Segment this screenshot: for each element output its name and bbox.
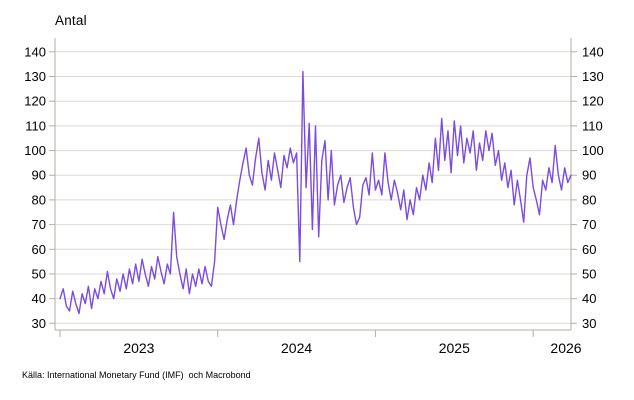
y-tick-label-right: 110	[582, 118, 603, 133]
x-tick-label: 2023	[123, 340, 154, 356]
x-tick-label: 2024	[281, 340, 312, 356]
x-tick-label: 2025	[439, 340, 470, 356]
x-tick-label: 2026	[550, 340, 581, 356]
chart-title: Antal	[55, 13, 87, 28]
y-tick-label-left: 70	[32, 217, 46, 232]
y-tick-label-right: 80	[582, 192, 596, 207]
y-tick-label-left: 50	[32, 267, 46, 282]
y-tick-label-left: 30	[32, 316, 46, 331]
y-tick-label-right: 130	[582, 69, 604, 84]
y-tick-label-left: 90	[32, 168, 46, 183]
y-tick-label-right: 120	[582, 94, 604, 109]
y-tick-label-left: 40	[32, 291, 46, 306]
source-caption: Källa: International Monetary Fund (IMF)…	[22, 370, 251, 380]
y-tick-label-right: 50	[582, 267, 596, 282]
y-tick-label-right: 40	[582, 291, 596, 306]
data-series-line	[59, 70, 572, 315]
y-tick-label-left: 60	[32, 242, 46, 257]
y-tick-label-right: 90	[582, 168, 596, 183]
y-tick-label-left: 130	[24, 69, 46, 84]
y-tick-label-right: 70	[582, 217, 596, 232]
y-tick-label-left: 80	[32, 192, 46, 207]
y-tick-label-right: 60	[582, 242, 596, 257]
y-tick-label-right: 30	[582, 316, 596, 331]
y-tick-label-right: 140	[582, 44, 604, 59]
y-tick-label-right: 100	[582, 143, 604, 158]
y-tick-label-left: 110	[25, 118, 46, 133]
y-tick-label-left: 120	[24, 94, 46, 109]
y-tick-label-left: 100	[24, 143, 46, 158]
y-tick-label-left: 140	[24, 44, 46, 59]
